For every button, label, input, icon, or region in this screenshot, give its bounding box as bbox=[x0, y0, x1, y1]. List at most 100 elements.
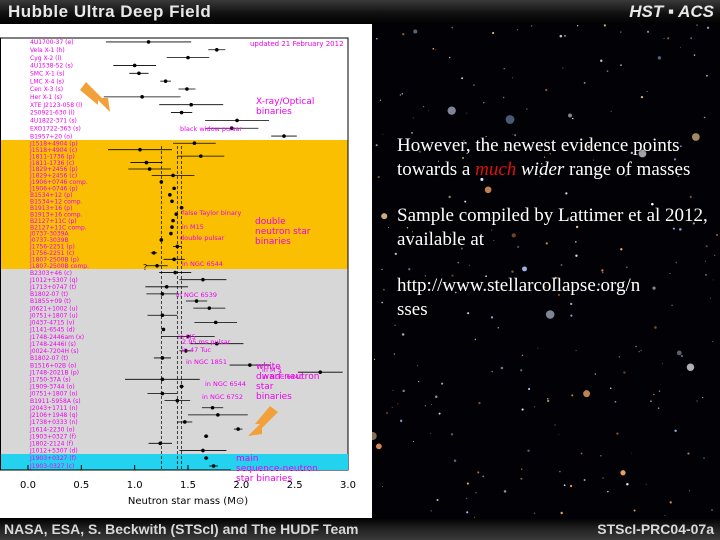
object-label: J0737-3039A bbox=[29, 231, 69, 238]
star bbox=[424, 405, 427, 407]
star bbox=[672, 227, 675, 230]
link-text-line2[interactable]: sses bbox=[397, 299, 428, 320]
object-label: J0437-4715 (v) bbox=[29, 320, 75, 327]
annotation-main_seq: sequence-neutron bbox=[236, 464, 318, 474]
mass-point bbox=[172, 186, 176, 191]
object-label: 4U1538-52 (s) bbox=[30, 63, 73, 70]
object-label: J0621+1002 (u) bbox=[29, 305, 78, 312]
mass-point bbox=[170, 225, 174, 229]
star bbox=[453, 459, 457, 462]
annotation-main_seq: star binaries bbox=[236, 474, 292, 484]
star bbox=[521, 408, 524, 411]
star bbox=[399, 94, 402, 96]
x-axis-label: Neutron star mass (M⊙) bbox=[128, 496, 248, 507]
star bbox=[381, 268, 383, 271]
annotation-ngc1851: in NGC 1851 bbox=[186, 358, 227, 366]
annotation-double_ns: neutron star bbox=[255, 227, 311, 237]
object-label: J1906+0746 comp. bbox=[29, 179, 88, 186]
chart-svg: 4U1700-37 (e)Vela X-1 (h)Cyg X-2 (l)4U15… bbox=[0, 37, 356, 507]
mass-point bbox=[185, 87, 189, 91]
mass-point bbox=[147, 167, 152, 171]
object-label: J1748-2446I (s) bbox=[29, 341, 76, 348]
star bbox=[480, 177, 484, 181]
object-label: XTE J2123-058 (l) bbox=[30, 102, 82, 109]
main-seq-label-bg bbox=[231, 454, 348, 470]
star bbox=[418, 381, 420, 383]
annotation-wd: white bbox=[256, 362, 281, 372]
star bbox=[653, 393, 655, 396]
star bbox=[569, 484, 573, 488]
star bbox=[575, 225, 579, 229]
band-0 bbox=[0, 38, 348, 140]
star bbox=[669, 165, 672, 169]
star bbox=[549, 153, 551, 155]
mass-point bbox=[282, 134, 286, 138]
star bbox=[646, 30, 650, 33]
wider-italic: wider bbox=[521, 159, 565, 180]
star bbox=[511, 270, 514, 273]
star bbox=[437, 160, 440, 162]
star bbox=[652, 286, 656, 290]
mass-point bbox=[235, 118, 239, 123]
star bbox=[696, 24, 698, 26]
star bbox=[563, 484, 566, 487]
star bbox=[485, 275, 488, 278]
star bbox=[521, 468, 523, 470]
star bbox=[609, 387, 612, 389]
star bbox=[610, 110, 612, 112]
object-label: J1802-2124 (f) bbox=[29, 441, 73, 448]
star bbox=[559, 34, 563, 38]
star bbox=[474, 338, 477, 341]
mass-point bbox=[215, 47, 219, 52]
star bbox=[587, 145, 590, 148]
object-label: J1012+5307 (d) bbox=[29, 448, 78, 455]
star bbox=[545, 139, 546, 141]
annotation-ngc6752: in NGC 6752 bbox=[202, 393, 243, 401]
starfield bbox=[368, 24, 718, 518]
star bbox=[545, 310, 555, 319]
annotation-ngc6544a: in NGC 6544 bbox=[182, 260, 223, 268]
star bbox=[441, 382, 444, 385]
star bbox=[526, 108, 528, 110]
star bbox=[638, 351, 640, 353]
star bbox=[626, 483, 629, 486]
star bbox=[521, 214, 524, 217]
star bbox=[412, 117, 414, 119]
star bbox=[572, 117, 574, 120]
star bbox=[663, 38, 665, 39]
link-text-line1[interactable]: http://www.stellarcollapse.org/n bbox=[397, 275, 641, 296]
object-label: J0751+1807 (o) bbox=[29, 391, 78, 398]
star bbox=[402, 389, 405, 393]
star bbox=[554, 276, 557, 280]
mass-point bbox=[169, 231, 173, 236]
star bbox=[402, 33, 405, 36]
star bbox=[577, 25, 579, 27]
star bbox=[401, 333, 405, 336]
object-label: J0751+1807 (u) bbox=[29, 312, 78, 319]
annotation-question: ? bbox=[143, 263, 147, 272]
neutron-star-mass-chart: 4U1700-37 (e) Vela X-1 (h) Cyg X-2 (l) 4U15… bbox=[0, 24, 372, 518]
x-tick-label: 2.0 bbox=[233, 480, 249, 491]
star bbox=[505, 115, 515, 124]
star bbox=[676, 350, 682, 356]
star bbox=[575, 349, 577, 352]
object-label: 2S0921-630 (l) bbox=[30, 110, 75, 117]
star bbox=[583, 390, 591, 398]
star bbox=[712, 279, 714, 281]
star bbox=[424, 275, 426, 277]
star bbox=[411, 231, 414, 233]
mass-point bbox=[137, 71, 141, 76]
mass-point bbox=[138, 147, 142, 152]
star bbox=[466, 112, 468, 114]
star bbox=[461, 77, 464, 80]
mass-point bbox=[186, 334, 190, 339]
x-tick-label: 2.5 bbox=[287, 480, 303, 491]
star bbox=[407, 285, 410, 288]
star bbox=[675, 261, 678, 264]
object-label: J1518+4904 (c) bbox=[29, 147, 77, 154]
star bbox=[630, 151, 634, 155]
star bbox=[482, 101, 485, 104]
annotation-ngc6544b: in NGC 6544 bbox=[205, 380, 246, 388]
star bbox=[689, 195, 692, 198]
annotation-xray: binaries bbox=[256, 107, 292, 117]
